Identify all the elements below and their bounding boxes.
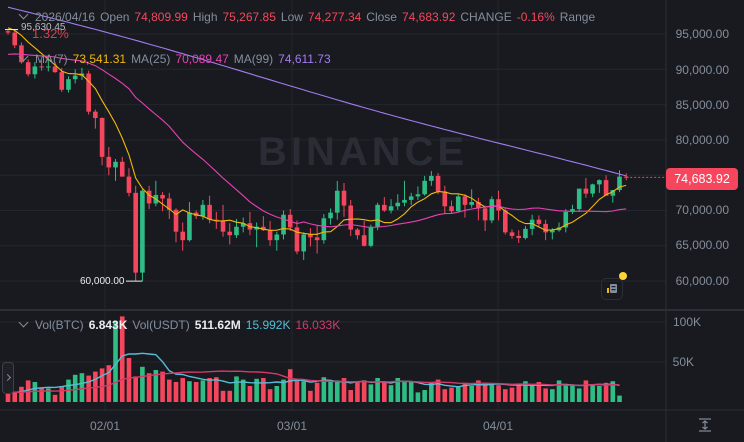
vol-btc-value: 6.843K <box>88 318 128 332</box>
vol-ma-a-value: 15.992K <box>245 318 291 332</box>
date: 2026/04/16 <box>35 10 96 24</box>
price-tick: 70,000.00 <box>675 203 729 217</box>
price-tick: 95,000.00 <box>675 27 729 41</box>
auto-fit-icon[interactable] <box>698 418 712 432</box>
change-label: CHANGE <box>460 10 512 24</box>
price-tick: 65,000.00 <box>675 238 729 252</box>
price-tick: 90,000.00 <box>675 63 729 77</box>
time-tick: 03/01 <box>277 419 308 433</box>
ma-legend: MA(7) 73,541.31 MA(25) 70,089.47 MA(99) … <box>18 51 336 66</box>
low-label: Low <box>280 10 303 24</box>
volume-tick: 50K <box>672 355 694 369</box>
high-label: High <box>192 10 218 24</box>
ma7-value: 73,541.31 <box>72 52 127 66</box>
low-marker-label: 60,000.00 <box>80 276 125 287</box>
ma25-value: 70,089.47 <box>175 52 229 66</box>
close-value: 74,683.92 <box>401 10 456 24</box>
chevron-down-icon[interactable] <box>18 9 29 20</box>
change-value: -0.16% <box>516 10 555 24</box>
low-value: 74,277.34 <box>307 10 362 24</box>
ma7-label: MA(7) <box>35 52 68 66</box>
price-tick: 80,000.00 <box>675 133 729 147</box>
chevron-down-icon[interactable] <box>18 317 29 328</box>
price-tick: 60,000.00 <box>675 274 729 288</box>
price-tick: 85,000.00 <box>675 98 729 112</box>
open-label: Open <box>100 10 130 24</box>
ohlc-header: 2026/04/16 Open 74,809.99 High 75,267.85… <box>18 9 600 24</box>
time-tick: 04/01 <box>483 419 514 433</box>
expand-sidebar-handle[interactable] <box>2 362 14 394</box>
notification-dot <box>619 272 627 280</box>
volume-tick: 100K <box>672 315 701 329</box>
chevron-down-icon[interactable] <box>18 51 29 62</box>
binance-watermark: BINANCE <box>258 130 469 174</box>
current-price-tag: 74,683.92 <box>666 168 738 190</box>
ma25-label: MA(25) <box>131 52 171 66</box>
ma99-label: MA(99) <box>233 52 274 66</box>
volume-legend: Vol(BTC) 6.843K Vol(USDT) 511.62M 15.992… <box>18 317 345 332</box>
notes-icon <box>607 284 617 293</box>
high-marker-pct: 1.32% <box>32 26 69 41</box>
high-value: 75,267.85 <box>222 10 276 24</box>
vol-usdt-value: 511.62M <box>194 318 241 332</box>
notes-button[interactable] <box>601 278 623 300</box>
vol-btc-label: Vol(BTC) <box>35 318 84 332</box>
high-marker-label: 95,630.45 <box>21 22 66 33</box>
time-tick: 02/01 <box>90 419 121 433</box>
vol-ma-b-value: 16.033K <box>295 318 341 332</box>
ma99-value: 74,611.73 <box>278 52 331 66</box>
close-label: Close <box>366 10 397 24</box>
range-label: Range <box>559 10 596 24</box>
open-value: 74,809.99 <box>134 10 188 24</box>
vol-usdt-label: Vol(USDT) <box>132 318 190 332</box>
